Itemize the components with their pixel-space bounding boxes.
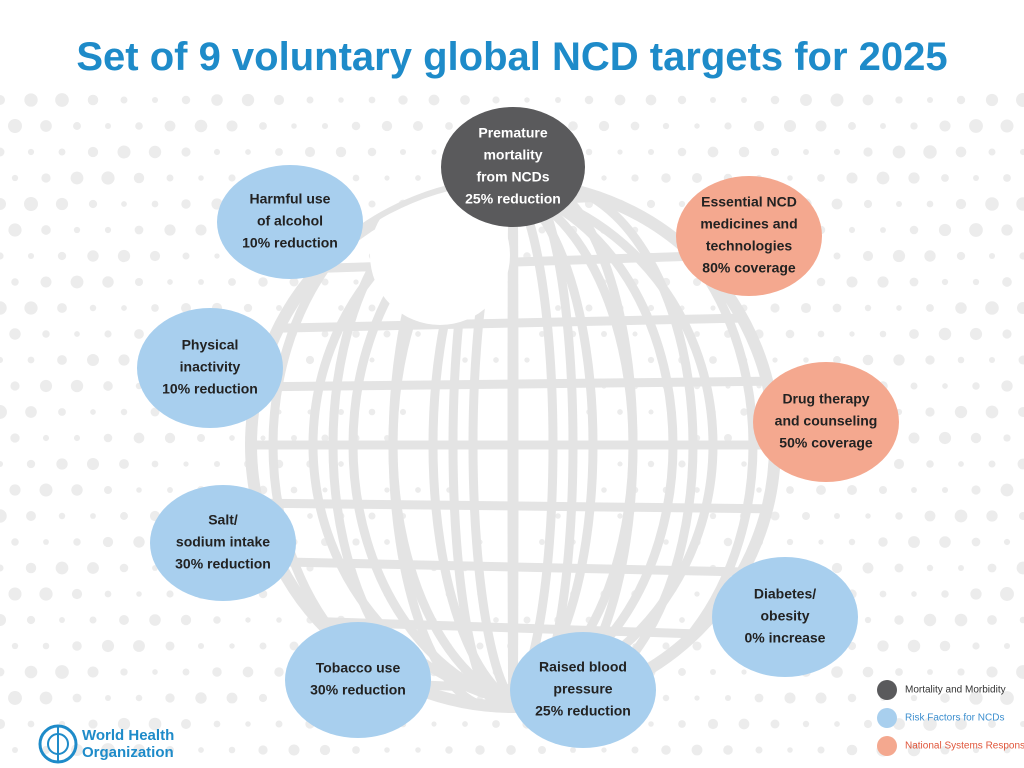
- node-text: Diabetes/: [754, 586, 816, 602]
- target-node: Essential NCD medicines and technologies 80…: [676, 176, 822, 296]
- node-text: technologies: [706, 238, 793, 254]
- node-ellipse: [137, 308, 283, 428]
- node-text: Salt/: [208, 512, 238, 528]
- node-text: from NCDs: [476, 169, 549, 185]
- legend-swatch: [877, 736, 897, 756]
- node-text: Drug therapy: [782, 391, 869, 407]
- node-ellipse: [285, 622, 431, 738]
- node-text: 50% coverage: [779, 435, 873, 451]
- node-text: Premature: [478, 125, 547, 141]
- target-node: Diabetes/obesity 0% increase: [712, 557, 858, 677]
- globe: [245, 177, 781, 713]
- node-text: medicines and: [700, 216, 797, 232]
- logo-line: World Health: [82, 727, 174, 744]
- node-text: Harmful use: [250, 191, 331, 207]
- target-node: Salt/sodium intake 30% reduction: [150, 485, 296, 601]
- node-text: Physical: [182, 337, 239, 353]
- node-text: 0% increase: [745, 630, 826, 646]
- node-text: Essential NCD: [701, 194, 797, 210]
- node-text: 10% reduction: [162, 381, 258, 397]
- node-text: mortality: [483, 147, 542, 163]
- legend-swatch: [877, 680, 897, 700]
- node-ellipse: [217, 165, 363, 279]
- target-node: Drug therapy and counseling 50% coverage: [753, 362, 899, 482]
- node-text: obesity: [760, 608, 809, 624]
- legend-swatch: [877, 708, 897, 728]
- node-ellipse: [150, 485, 296, 601]
- target-node: Raised blood pressure 25% reduction: [510, 632, 656, 748]
- node-text: of alcohol: [257, 213, 323, 229]
- node-ellipse: [510, 632, 656, 748]
- node-text: pressure: [553, 681, 612, 697]
- target-node: Physical inactivity 10% reduction: [137, 308, 283, 428]
- node-text: 30% reduction: [175, 556, 271, 572]
- legend-label: Mortality and Morbidity: [905, 685, 1006, 696]
- node-text: and counseling: [775, 413, 878, 429]
- node-text: 80% coverage: [702, 260, 796, 276]
- node-text: inactivity: [180, 359, 241, 375]
- legend-label: Risk Factors for NCDs: [905, 713, 1004, 724]
- target-node: Premature mortality from NCDs 25% reduction: [441, 107, 585, 227]
- node-text: 30% reduction: [310, 682, 406, 698]
- targets: Premature mortality from NCDs 25% reduction…: [137, 107, 899, 748]
- target-node: Harmful use of alcohol 10% reduction: [217, 165, 363, 279]
- target-node: Tobacco use 30% reduction: [285, 622, 431, 738]
- node-text: 25% reduction: [535, 703, 631, 719]
- legend-label: National Systems Response: [905, 741, 1024, 752]
- node-text: Raised blood: [539, 659, 627, 675]
- node-ellipse: [441, 107, 585, 227]
- node-text: 10% reduction: [242, 235, 338, 251]
- node-ellipse: [753, 362, 899, 482]
- logo-line: Organization: [82, 744, 174, 761]
- node-text: 25% reduction: [465, 191, 561, 207]
- node-text: sodium intake: [176, 534, 270, 550]
- node-text: Tobacco use: [316, 660, 401, 676]
- legend: Mortality and Morbidity Risk Factors for …: [877, 680, 1024, 756]
- node-ellipse: [712, 557, 858, 677]
- node-ellipse: [676, 176, 822, 296]
- who-logo: World Health Organization: [38, 724, 174, 764]
- title: Set of 9 voluntary global NCD targets fo…: [76, 35, 947, 79]
